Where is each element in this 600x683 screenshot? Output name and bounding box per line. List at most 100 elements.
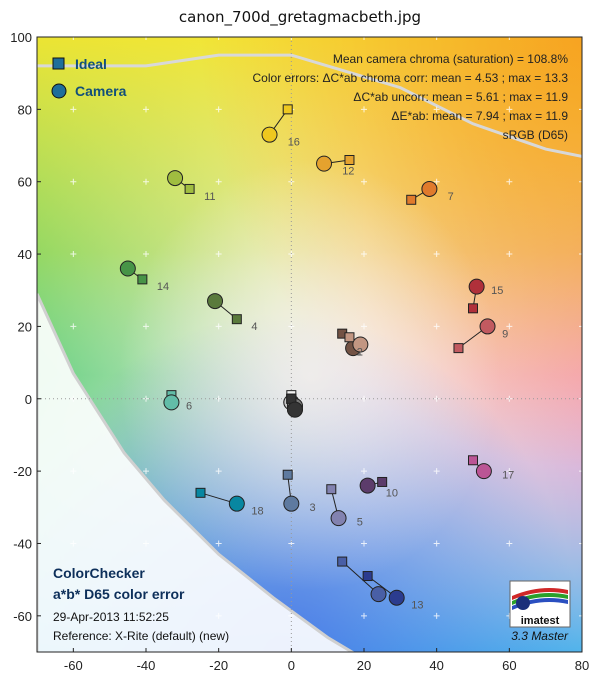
error-summary: Mean camera chroma (saturation) = 108.8%… bbox=[253, 52, 569, 142]
patch-number-label: 17 bbox=[502, 469, 514, 481]
patch-ideal-marker bbox=[377, 476, 388, 487]
grid-cross bbox=[433, 395, 440, 402]
grid-cross bbox=[288, 251, 295, 258]
grid-cross bbox=[70, 106, 77, 113]
patch-camera-marker bbox=[352, 336, 369, 353]
patch-ideal-marker bbox=[184, 183, 195, 194]
caption-subtitle: a*b* D65 color error bbox=[53, 586, 185, 602]
x-tick-label: -40 bbox=[137, 658, 156, 673]
plot-background: 123456789101112131415161718 bbox=[37, 37, 582, 652]
patch-number-label: 12 bbox=[342, 165, 354, 177]
patch-camera-marker bbox=[370, 586, 387, 603]
patch-camera-marker bbox=[261, 126, 278, 143]
patch-camera-marker bbox=[421, 180, 438, 197]
grid-cross bbox=[579, 395, 582, 402]
grid-cross bbox=[361, 251, 367, 258]
patch-number-label: 4 bbox=[251, 321, 257, 333]
patch-camera-marker bbox=[228, 495, 245, 512]
grid-cross bbox=[143, 37, 149, 40]
grid-cross bbox=[433, 468, 440, 475]
x-tick-label: 60 bbox=[502, 658, 516, 673]
info-line-chroma-uncorr: ΔC*ab uncorr: mean = 5.61 ; max = 11.9 bbox=[353, 90, 568, 104]
legend-ideal-marker bbox=[52, 57, 65, 70]
patch-number-label: 11 bbox=[204, 191, 215, 203]
grid-cross bbox=[143, 540, 149, 547]
patch-ideal-marker bbox=[337, 556, 348, 567]
imatest-logo: imatest bbox=[509, 580, 571, 628]
grid-cross bbox=[143, 612, 149, 619]
patch-ideal-marker bbox=[282, 104, 293, 115]
grid-cross bbox=[506, 468, 513, 475]
logo-globe-icon bbox=[516, 596, 530, 610]
patch-number-label: 9 bbox=[502, 328, 508, 340]
patch-ideal-marker bbox=[468, 303, 478, 314]
grid-cross bbox=[70, 251, 77, 258]
patch-16: 16 bbox=[261, 104, 300, 149]
patch-camera-marker bbox=[330, 510, 347, 527]
patch-number-label: 6 bbox=[186, 401, 192, 413]
grid-cross bbox=[70, 540, 77, 547]
patch-12: 12 bbox=[316, 155, 355, 177]
y-tick-label: -40 bbox=[13, 536, 32, 551]
grid-cross bbox=[288, 37, 295, 40]
grid-cross bbox=[433, 323, 440, 330]
grid-cross bbox=[579, 323, 582, 330]
y-tick-label: 100 bbox=[10, 30, 32, 45]
patch-number-label: 18 bbox=[251, 506, 263, 518]
grid-cross bbox=[143, 106, 149, 113]
patch-9: 9 bbox=[453, 318, 508, 354]
patch-camera-marker bbox=[468, 278, 485, 295]
patch-number-label: 16 bbox=[288, 137, 300, 149]
grid-cross bbox=[361, 37, 367, 40]
grid-cross bbox=[215, 251, 222, 258]
grid-cross bbox=[506, 540, 513, 547]
patch-6: 6 bbox=[163, 390, 192, 413]
patch-14: 14 bbox=[119, 260, 169, 293]
patch-13: 13 bbox=[362, 571, 423, 612]
gamut-boundary-top bbox=[37, 53, 582, 158]
grid-cross bbox=[215, 395, 222, 402]
grid-cross bbox=[215, 612, 222, 619]
patch-2: 2 bbox=[344, 332, 369, 358]
logo-stripe-red bbox=[512, 588, 568, 600]
info-line-saturation: Mean camera chroma (saturation) = 108.8% bbox=[333, 52, 568, 66]
grid-cross bbox=[433, 178, 440, 185]
caption-colorchecker: ColorChecker bbox=[53, 565, 145, 581]
info-line-colorspace: sRGB (D65) bbox=[503, 128, 568, 142]
x-tick-label: 80 bbox=[575, 658, 589, 673]
info-line-chroma-corr: Color errors: ΔC*ab chroma corr: mean = … bbox=[253, 71, 569, 85]
patch-5: 5 bbox=[326, 484, 363, 528]
patch-17: 17 bbox=[468, 455, 514, 481]
patch-camera-marker bbox=[167, 170, 184, 187]
legend: Ideal Camera bbox=[51, 56, 127, 99]
logo-stripe-green bbox=[512, 593, 568, 605]
patch-ideal-marker bbox=[468, 455, 478, 466]
grid-cross bbox=[215, 468, 222, 475]
legend-ideal-label: Ideal bbox=[75, 56, 107, 72]
grid-cross bbox=[361, 612, 367, 619]
y-tick-label: -60 bbox=[13, 609, 32, 624]
y-tick-label: 20 bbox=[18, 319, 32, 334]
grid-cross bbox=[215, 37, 222, 40]
grid-cross bbox=[506, 323, 513, 330]
patch-ideal-marker bbox=[231, 314, 242, 325]
patch-ideal-marker bbox=[195, 487, 206, 498]
grid-cross bbox=[433, 251, 440, 258]
y-tick-label: -20 bbox=[13, 464, 32, 479]
patch-error-line bbox=[341, 561, 379, 595]
patch-number-label: 10 bbox=[386, 487, 398, 499]
patch-camera-marker bbox=[479, 318, 496, 335]
patch-number-label: 2 bbox=[357, 346, 363, 358]
version-label: 3.3 Master bbox=[511, 629, 569, 643]
info-line-delta-e: ΔE*ab: mean = 7.94 ; max = 11.9 bbox=[391, 109, 568, 123]
grid-cross bbox=[288, 323, 295, 330]
grid-cross bbox=[215, 106, 222, 113]
grid-cross bbox=[143, 251, 149, 258]
patch-ideal-marker bbox=[282, 469, 293, 480]
logo-text: imatest bbox=[521, 615, 560, 627]
patch-3: 3 bbox=[282, 469, 316, 514]
chart-title: canon_700d_gretagmacbeth.jpg bbox=[178, 8, 422, 26]
grid-cross bbox=[579, 106, 582, 113]
patch-camera-marker bbox=[316, 155, 333, 172]
patch-ideal-marker bbox=[344, 155, 355, 165]
